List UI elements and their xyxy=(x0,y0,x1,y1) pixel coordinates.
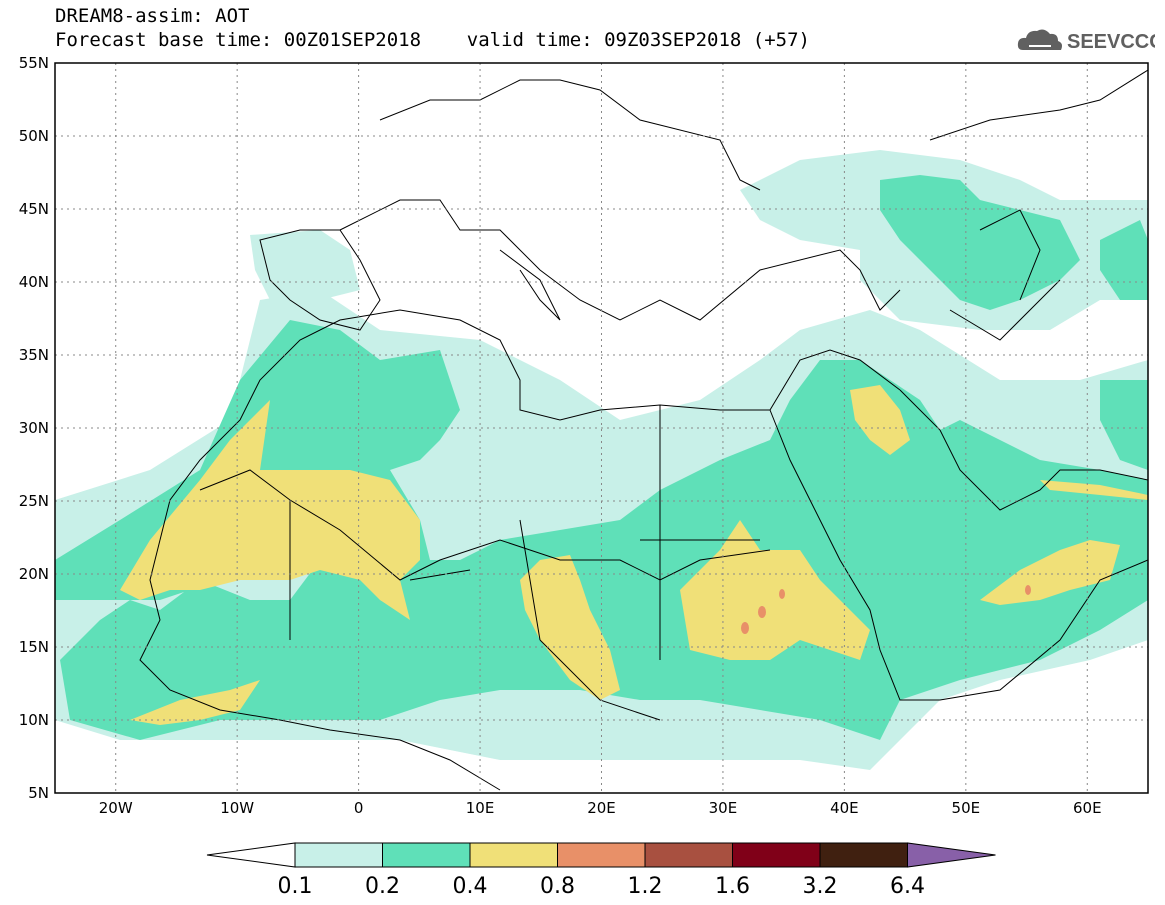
latitude-labels: 5N 10N 15N 20N 25N 30N 35N 40N 45N 50N 55N xyxy=(19,54,49,802)
colorbar-tick-label: 1.6 xyxy=(715,874,750,899)
lat-tick-label: 50N xyxy=(19,127,49,145)
logo-text: SEEVCCC xyxy=(1067,31,1155,53)
lon-tick-label: 20E xyxy=(587,799,616,817)
colorbar-tick-label: 0.4 xyxy=(453,874,488,899)
lon-tick-label: 10W xyxy=(220,799,254,817)
lat-tick-label: 10N xyxy=(19,711,49,729)
chart-title: DREAM8-assim: AOT xyxy=(55,5,250,27)
lon-tick-label: 20W xyxy=(99,799,133,817)
colorbar-box xyxy=(382,842,471,868)
country-borders xyxy=(139,69,1148,791)
lon-tick-label: 10E xyxy=(466,799,495,817)
colorbar-box xyxy=(644,842,733,868)
colorbar-tick-label: 3.2 xyxy=(803,874,838,899)
colorbar-boxes xyxy=(206,842,996,868)
aot-band-0.8-1.2 xyxy=(741,585,1031,634)
map-frame xyxy=(54,62,1149,794)
colorbar-labels: 0.1 0.2 0.4 0.8 1.2 1.6 3.2 6.4 xyxy=(278,874,926,899)
colorbar-box xyxy=(819,842,908,868)
colorbar-tick-label: 1.2 xyxy=(628,874,663,899)
lat-tick-label: 20N xyxy=(19,565,49,583)
graticule xyxy=(55,63,1148,793)
lat-tick-label: 15N xyxy=(19,638,49,656)
lon-tick-label: 0 xyxy=(354,799,364,817)
lat-tick-label: 45N xyxy=(19,200,49,218)
colorbar-box xyxy=(557,842,646,868)
colorbar-over-triangle xyxy=(907,842,996,868)
cloud-icon xyxy=(1017,29,1062,50)
colorbar-under-triangle xyxy=(206,842,296,868)
colorbar-box xyxy=(294,842,383,868)
lon-tick-label: 50E xyxy=(952,799,981,817)
lat-tick-label: 35N xyxy=(19,346,49,364)
lon-tick-label: 40E xyxy=(830,799,859,817)
lon-tick-label: 60E xyxy=(1073,799,1102,817)
aot-band-0.4-0.8 xyxy=(120,385,1148,725)
colorbar-box xyxy=(469,842,558,868)
colorbar-tick-label: 0.1 xyxy=(278,874,313,899)
lat-tick-label: 30N xyxy=(19,419,49,437)
seevccc-logo: SEEVCCC xyxy=(1017,29,1155,53)
longitude-labels: 20W 10W 0 10E 20E 30E 40E 50E 60E xyxy=(99,799,1102,817)
colorbar-tick-label: 6.4 xyxy=(890,874,925,899)
lat-tick-label: 25N xyxy=(19,492,49,510)
lat-tick-label: 40N xyxy=(19,273,49,291)
colorbar-box xyxy=(732,842,821,868)
lat-tick-label: 55N xyxy=(19,54,49,72)
lon-tick-label: 30E xyxy=(709,799,738,817)
lat-tick-label: 5N xyxy=(28,784,49,802)
colorbar-tick-label: 0.8 xyxy=(540,874,575,899)
colorbar-tick-label: 0.2 xyxy=(365,874,400,899)
forecast-time-subtitle: Forecast base time: 00Z01SEP2018 valid t… xyxy=(55,29,810,51)
